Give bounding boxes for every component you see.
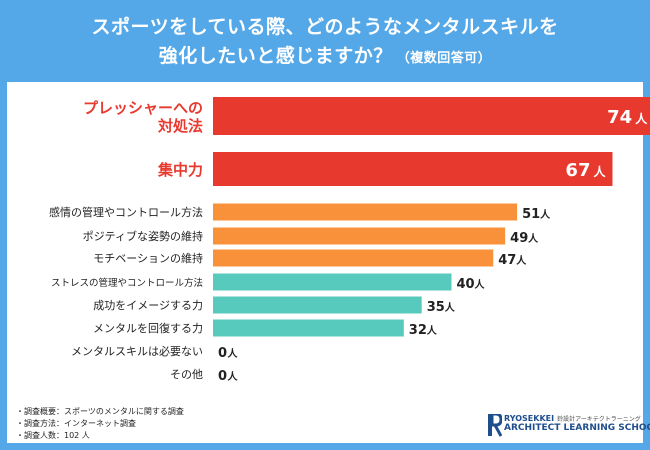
survey-note-overview: ・調査概要：スポーツのメンタルに関する調査	[16, 407, 184, 416]
value-label-9: 0	[218, 369, 227, 384]
title-banner: スポーツをしている際、どのようなメンタルスキルを 強化したいと感じますか？ （複数…	[0, 0, 650, 82]
logo-tagline: 鈴設計アーキテクトラーニング	[557, 416, 641, 423]
category-label-7: メンタルを回復する力	[93, 322, 203, 335]
bar-0	[213, 97, 650, 135]
category-label-1: 集中力	[157, 161, 203, 179]
value-label-8: 0	[218, 346, 227, 361]
value-unit-9: 人	[228, 370, 239, 383]
category-label-2: 感情の管理やコントロール方法	[49, 205, 203, 219]
bar-2	[213, 203, 518, 221]
value-label-6: 35	[427, 300, 445, 315]
value-unit-3: 人	[528, 232, 539, 245]
value-label-5: 40	[457, 277, 475, 292]
value-unit-4: 人	[516, 254, 527, 267]
chart-title-line-2: 強化したいと感じますか？ （複数回答可）	[0, 41, 650, 68]
value-label-3: 49	[510, 231, 528, 246]
bar-3	[213, 227, 506, 245]
category-label-3: ポジティブな姿勢の維持	[83, 229, 203, 243]
category-label-5: ストレスの管理やコントロール方法	[51, 277, 203, 289]
value-unit-8: 人	[228, 347, 239, 360]
survey-note-count: ・調査人数：102 人	[16, 431, 90, 440]
logo-brand-line: RYOSEKKEI 鈴設計アーキテクトラーニング	[504, 414, 650, 423]
value-label-1: 67	[565, 160, 590, 181]
chart-title-line-1: スポーツをしている際、どのようなメンタルスキルを	[91, 16, 559, 38]
survey-notes: ・調査概要：スポーツのメンタルに関する調査 ・調査方法：インターネット調査 ・調…	[16, 406, 184, 442]
value-label-0: 74	[607, 107, 632, 128]
logo-school: ARCHITECT LEARNING SCHOOL	[504, 423, 650, 433]
category-label-6: 成功をイメージする力	[93, 299, 203, 312]
value-unit-5: 人	[475, 278, 486, 291]
company-logo: RYOSEKKEI 鈴設計アーキテクトラーニング ARCHITECT LEARNI…	[488, 413, 650, 439]
bar-5	[213, 273, 452, 291]
value-unit-6: 人	[445, 301, 456, 314]
bar-4	[213, 249, 494, 267]
bar-6	[213, 296, 422, 314]
logo-brand: RYOSEKKEI	[504, 414, 555, 423]
value-label-2: 51	[522, 207, 540, 222]
value-label-7: 32	[409, 323, 427, 338]
value-unit-2: 人	[540, 208, 551, 221]
value-unit-0: 人	[635, 111, 648, 126]
value-label-4: 47	[498, 253, 516, 268]
chart-title-note: （複数回答可）	[396, 51, 492, 66]
category-label-0: プレッシャーへの対処法	[83, 99, 203, 135]
category-label-9: その他	[170, 368, 203, 381]
chart-title-main: 強化したいと感じますか？	[158, 45, 393, 67]
survey-note-method: ・調査方法：インターネット調査	[16, 419, 136, 428]
value-unit-1: 人	[593, 164, 606, 179]
value-unit-7: 人	[427, 324, 438, 337]
bar-7	[213, 319, 404, 337]
logo-mark-icon	[488, 414, 502, 437]
category-label-8: メンタルスキルは必要ない	[71, 345, 203, 358]
bar-1	[213, 152, 613, 186]
category-label-4: モチベーションの維持	[93, 251, 203, 265]
